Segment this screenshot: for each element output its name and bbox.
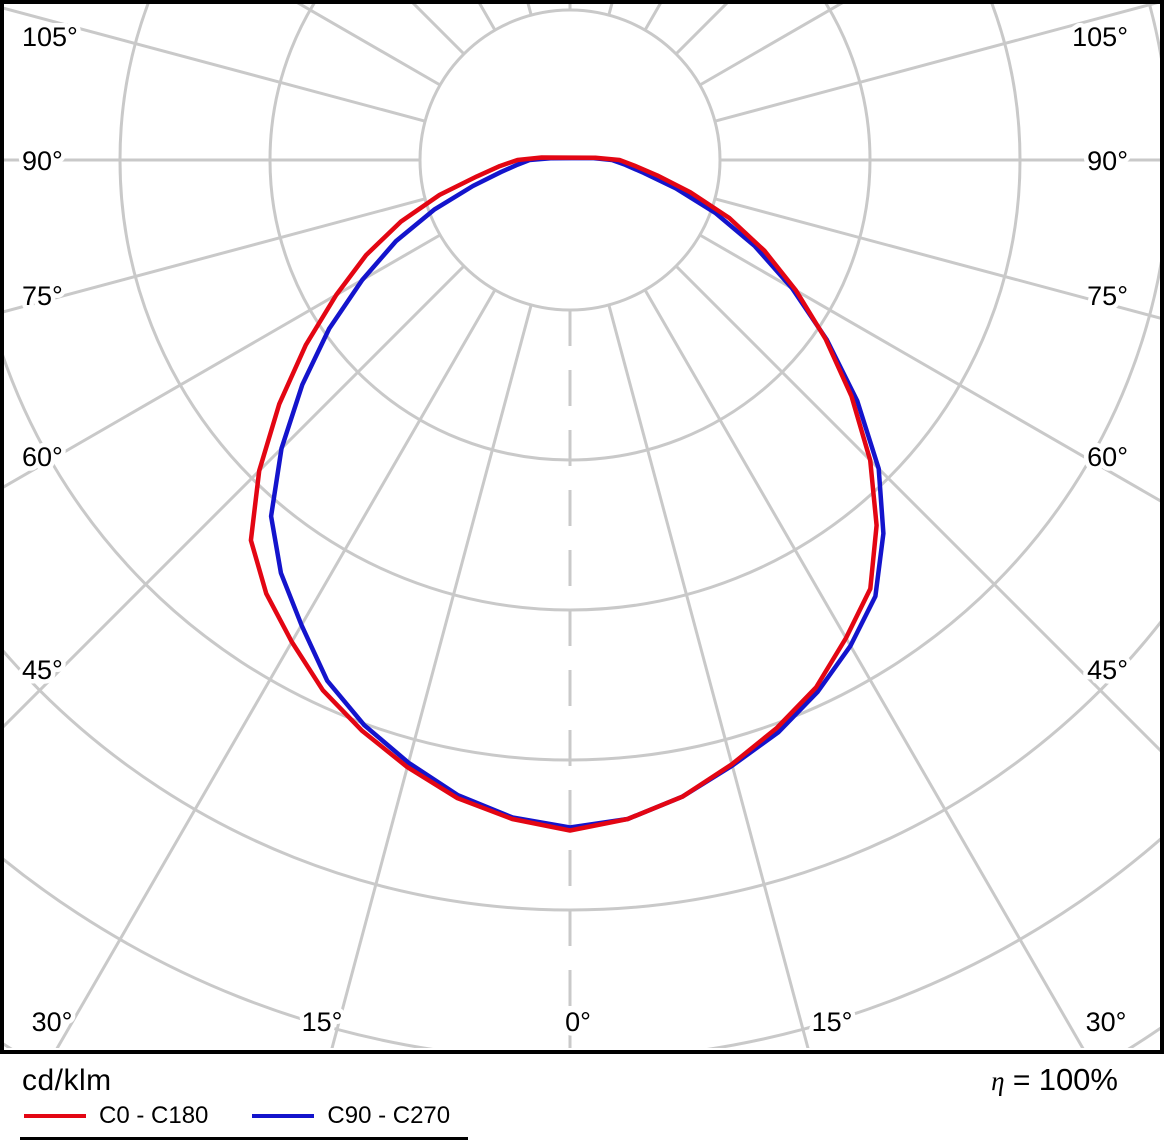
angle-label-left-105°: 105° (22, 22, 78, 52)
legend-swatch-red-line (24, 1114, 86, 1118)
chart-frame (0, 0, 1164, 1054)
unit-label: cd/klm (22, 1064, 112, 1097)
angle-label-bottom-2-0°: 0° (565, 1007, 591, 1037)
efficiency-value: 100% (1038, 1062, 1118, 1097)
angle-label-right-105°: 105° (1072, 22, 1128, 52)
efficiency-symbol: η (991, 1066, 1005, 1096)
grid-radial-45 (675, 265, 1160, 753)
chart-footer: cd/klm η = 100% C0 - C180 C90 - C270 (0, 1054, 1164, 1140)
curve-c0-c180 (248, 155, 879, 833)
grid-radial-30 (643, 289, 1085, 1048)
legend-item-c90-c270: C90 - C270 (252, 1102, 450, 1130)
grid-radial-105 (714, 4, 1158, 123)
efficiency-label: η = 100% (991, 1062, 1118, 1098)
intensity-curves (248, 155, 886, 833)
angle-label-right-45°: 45° (1087, 655, 1128, 685)
angle-labels: 105° 105° 90° 90° 75° 75° 60° 60° 45° 45° 30° 15° 0°… (18, 18, 1133, 1042)
polar-grid (4, 4, 1160, 1048)
angle-label-right-90°: 90° (1087, 146, 1128, 176)
efficiency-separator: = (1012, 1064, 1031, 1097)
angle-label-left-60°: 60° (22, 442, 63, 472)
angle-label-right-75°: 75° (1087, 281, 1128, 311)
grid-radial-285 (4, 197, 426, 314)
grid-radial-255 (4, 6, 426, 123)
angle-label-bottom-4-30°: 30° (1086, 1007, 1127, 1037)
angle-label-bottom-3-15°: 15° (812, 1007, 853, 1037)
legend-label-c0-c180: C0 - C180 (99, 1102, 209, 1129)
angle-label-left-45°: 45° (22, 655, 63, 685)
grid-radial-60 (699, 233, 1160, 503)
angle-label-bottom-0-30°: 30° (32, 1007, 73, 1037)
legend-label-c90-c270: C90 - C270 (327, 1102, 451, 1129)
grid-radial-330 (55, 289, 497, 1048)
legend: C0 - C180 C90 - C270 (20, 1098, 469, 1140)
legend-swatch-blue-line (252, 1114, 315, 1118)
grid-radial-315 (4, 265, 465, 729)
angle-label-bottom-1-15°: 15° (302, 1007, 343, 1037)
grid-radial-75 (714, 197, 1160, 320)
grid-radial-300 (4, 233, 441, 489)
polar-chart: 105° 105° 90° 90° 75° 75° 60° 60° 45° 45° 30° 15° 0°… (0, 0, 1164, 1054)
angle-label-right-60°: 60° (1087, 442, 1128, 472)
legend-item-c0-c180: C0 - C180 (24, 1102, 208, 1130)
grid-radial-345 (330, 304, 533, 1048)
angle-label-left-75°: 75° (22, 281, 63, 311)
grid-radial-15 (607, 304, 810, 1048)
angle-label-left-90°: 90° (22, 146, 63, 176)
